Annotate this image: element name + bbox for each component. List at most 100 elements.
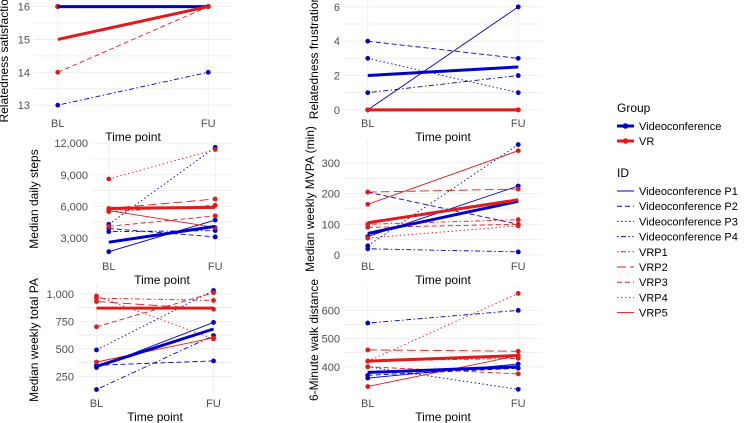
y-tick-label: 300 [322, 158, 340, 170]
individual-point [211, 298, 216, 303]
y-tick-label: 12,000 [54, 138, 88, 150]
y-tick-label: 4 [334, 36, 340, 48]
x-tick-label: BL [90, 398, 103, 410]
group-mean-line [367, 365, 519, 374]
individual-point [365, 224, 371, 230]
legend-id-label: Videoconference P4 [639, 232, 738, 244]
individual-point [212, 147, 218, 152]
y-tick-label: 100 [322, 219, 340, 231]
y-tick-label: 600 [322, 305, 340, 317]
y-tick-label: 2 [334, 71, 340, 83]
individual-line [108, 215, 216, 227]
legend-group-title: Group [617, 101, 651, 115]
individual-point [212, 213, 218, 219]
legend-id-label: Videoconference P3 [639, 216, 738, 228]
individual-point [515, 361, 521, 367]
individual-point [212, 196, 218, 202]
group-mean-line [108, 224, 216, 244]
individual-point [365, 384, 371, 389]
individual-point [106, 249, 112, 255]
y-axis-label: Relatedness frustration [307, 0, 321, 119]
individual-point [515, 249, 521, 255]
individual-point [365, 372, 371, 378]
panel-steps: 3,000 6,000 9,000 12,000 BL FU Time point Media… [27, 138, 232, 287]
individual-point [106, 223, 112, 229]
y-tick-label: 15 [18, 34, 30, 46]
individual-line [367, 40, 519, 59]
x-tick-label: FU [208, 261, 223, 273]
individual-line [367, 150, 519, 205]
individual-point [365, 38, 371, 44]
x-tick-label: FU [511, 261, 526, 273]
x-tick-label: FU [206, 398, 221, 410]
individual-line [367, 349, 519, 352]
legend-id-label: VRP4 [639, 292, 668, 304]
individual-line [367, 188, 519, 193]
y-tick-label: 0 [334, 105, 340, 117]
legend-id-label: VRP5 [639, 308, 668, 320]
individual-line [96, 335, 214, 390]
individual-point [55, 69, 61, 75]
individual-point [106, 176, 112, 182]
individual-point [365, 347, 371, 353]
individual-line [108, 219, 216, 253]
individual-point [94, 324, 99, 330]
individual-line [367, 6, 519, 111]
individual-point [211, 335, 216, 341]
individual-line [108, 149, 216, 180]
x-axis-label: Time point [415, 130, 471, 144]
individual-point [515, 55, 521, 61]
legend-id-label: VRP3 [639, 277, 668, 289]
individual-point [55, 102, 61, 108]
y-axis-label: Median daily steps [27, 149, 41, 248]
individual-point [515, 386, 521, 392]
individual-point [515, 73, 521, 78]
individual-point [515, 307, 521, 313]
x-tick-label: BL [361, 118, 374, 130]
individual-line [96, 292, 214, 328]
individual-point [515, 142, 521, 147]
y-axis-label: Relatedness satisfaction [0, 0, 11, 123]
y-tick-label: 16 [18, 2, 30, 14]
group-mean-line [367, 199, 519, 235]
individual-point [94, 387, 99, 392]
x-axis-label: Time point [127, 410, 183, 423]
individual-line [96, 337, 214, 363]
individual-point [515, 223, 521, 229]
legend-id-label: VRP1 [639, 247, 668, 259]
individual-point [365, 90, 371, 96]
individual-line [57, 6, 209, 73]
group-mean-line [367, 354, 519, 363]
individual-point [365, 201, 371, 207]
individual-point [515, 148, 521, 154]
y-tick-label: 400 [322, 362, 340, 374]
x-tick-label: BL [361, 398, 374, 410]
individual-point [205, 69, 211, 75]
individual-point [94, 347, 99, 353]
legend-group-label: Videoconference [639, 121, 721, 133]
individual-point [365, 235, 371, 241]
panel-relsat: 13 14 15 16 BL FU Time point Relatedness satisf… [0, 0, 232, 144]
individual-line [367, 75, 519, 94]
x-tick-label: FU [511, 118, 526, 130]
x-axis-label: Time point [415, 410, 471, 423]
y-tick-label: 6 [334, 2, 340, 14]
individual-point [212, 217, 218, 223]
panel-relfru: 0 2 4 6 BL FU Time point Relatedness frustratio… [307, 0, 542, 144]
y-axis-label: Median weekly MVPA (min) [303, 126, 317, 272]
individual-line [108, 147, 216, 225]
individual-point [211, 320, 216, 325]
y-tick-label: 500 [56, 344, 74, 356]
group-mean-line [57, 5, 209, 41]
group-mean-line [108, 205, 216, 210]
y-tick-label: 1,000 [46, 289, 74, 301]
y-tick-label: 9,000 [60, 170, 88, 182]
y-axis-label: 6-Minute walk distance [307, 279, 321, 401]
x-tick-label: FU [201, 118, 216, 130]
y-tick-label: 0 [334, 250, 340, 262]
individual-point [211, 290, 216, 296]
individual-line [367, 144, 519, 247]
individual-point [212, 234, 218, 240]
y-tick-label: 500 [322, 334, 340, 346]
x-axis-label: Time point [105, 130, 161, 144]
